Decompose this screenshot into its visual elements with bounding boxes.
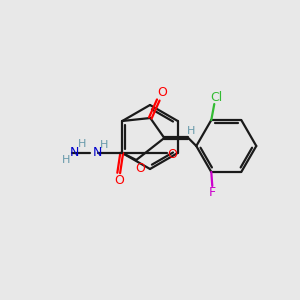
- Text: O: O: [114, 173, 124, 187]
- Text: O: O: [135, 161, 145, 175]
- Text: H: H: [77, 139, 86, 149]
- Text: H: H: [187, 126, 196, 136]
- Text: H: H: [61, 155, 70, 165]
- Text: O: O: [157, 86, 167, 100]
- Text: F: F: [209, 187, 216, 200]
- Text: Cl: Cl: [210, 91, 222, 103]
- Text: H: H: [100, 140, 108, 150]
- Text: O: O: [167, 148, 177, 161]
- Text: N: N: [70, 146, 80, 160]
- Text: N: N: [93, 146, 102, 160]
